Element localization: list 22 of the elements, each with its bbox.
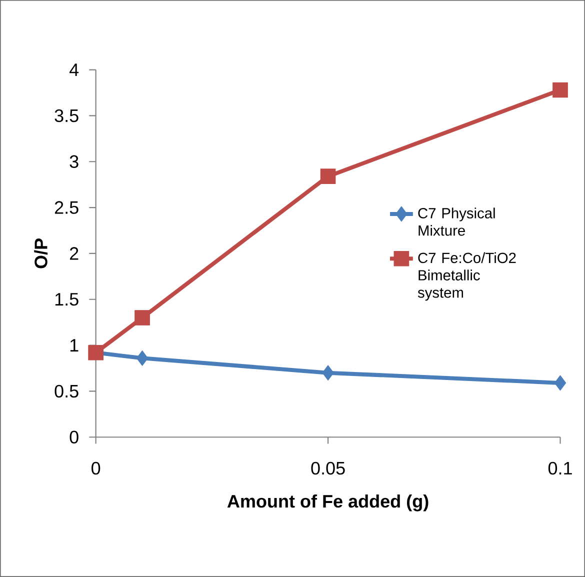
y-tick-label: 2 [70, 247, 78, 260]
point [322, 365, 334, 381]
x-axis-title: Amount of Fe added (g) [227, 494, 428, 512]
x-tick-label: 0.1 [548, 462, 572, 475]
y-tick-label: 4 [69, 64, 79, 76]
y-tick-label: 3.5 [54, 109, 78, 122]
x-tick-label: 0.05 [311, 462, 345, 475]
legend-label: C7 Physical Mixture [418, 208, 495, 236]
y-axis-title: O/P [34, 238, 48, 268]
y-tick-label: 3 [70, 155, 78, 168]
point [552, 82, 568, 98]
point [136, 350, 148, 366]
y-tick-label: 1 [70, 339, 78, 352]
legend-label: C7 Fe:Co/TiO2 Bimetallic system [418, 252, 516, 301]
point [134, 310, 150, 326]
point [320, 168, 336, 184]
y-tick-label: 2.5 [54, 201, 78, 214]
y-tick-label: 0.5 [54, 384, 78, 398]
y-tick-label: 1.5 [55, 293, 78, 306]
y-tick-label: 0 [70, 430, 78, 444]
x-tick-label: 0 [92, 462, 100, 475]
point [554, 375, 566, 391]
